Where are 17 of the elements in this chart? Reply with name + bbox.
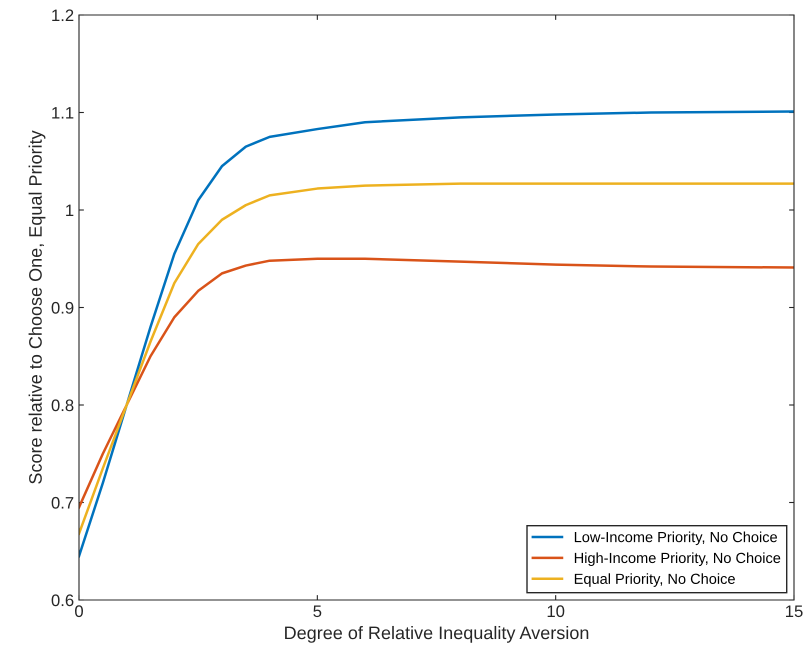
y-tick-label: 0.9	[52, 302, 74, 314]
x-tick-label: 5	[313, 605, 322, 618]
legend-label: Low-Income Priority, No Choice	[574, 532, 777, 546]
y-tick-label: 0.8	[52, 399, 74, 412]
line-series	[79, 258, 794, 509]
y-axis-title: Score relative to Choose One, Equal Priority	[28, 130, 46, 484]
y-tick-label: 1	[66, 204, 74, 216]
y-tick-label: 1.1	[52, 107, 74, 119]
legend-label: High-Income Priority, No Choice	[574, 552, 780, 566]
legend-label: Equal Priority, No Choice	[574, 573, 735, 587]
x-tick-label: 15	[786, 605, 803, 618]
x-axis-title: Degree of Relative Inequality Aversion	[285, 626, 588, 643]
x-tick-label: 10	[548, 605, 564, 618]
y-tick-label: 1.2	[52, 9, 74, 22]
y-tick-label: 0.7	[52, 496, 74, 509]
y-tick-label: 0.6	[52, 594, 74, 606]
x-tick-label: 0	[75, 605, 83, 618]
